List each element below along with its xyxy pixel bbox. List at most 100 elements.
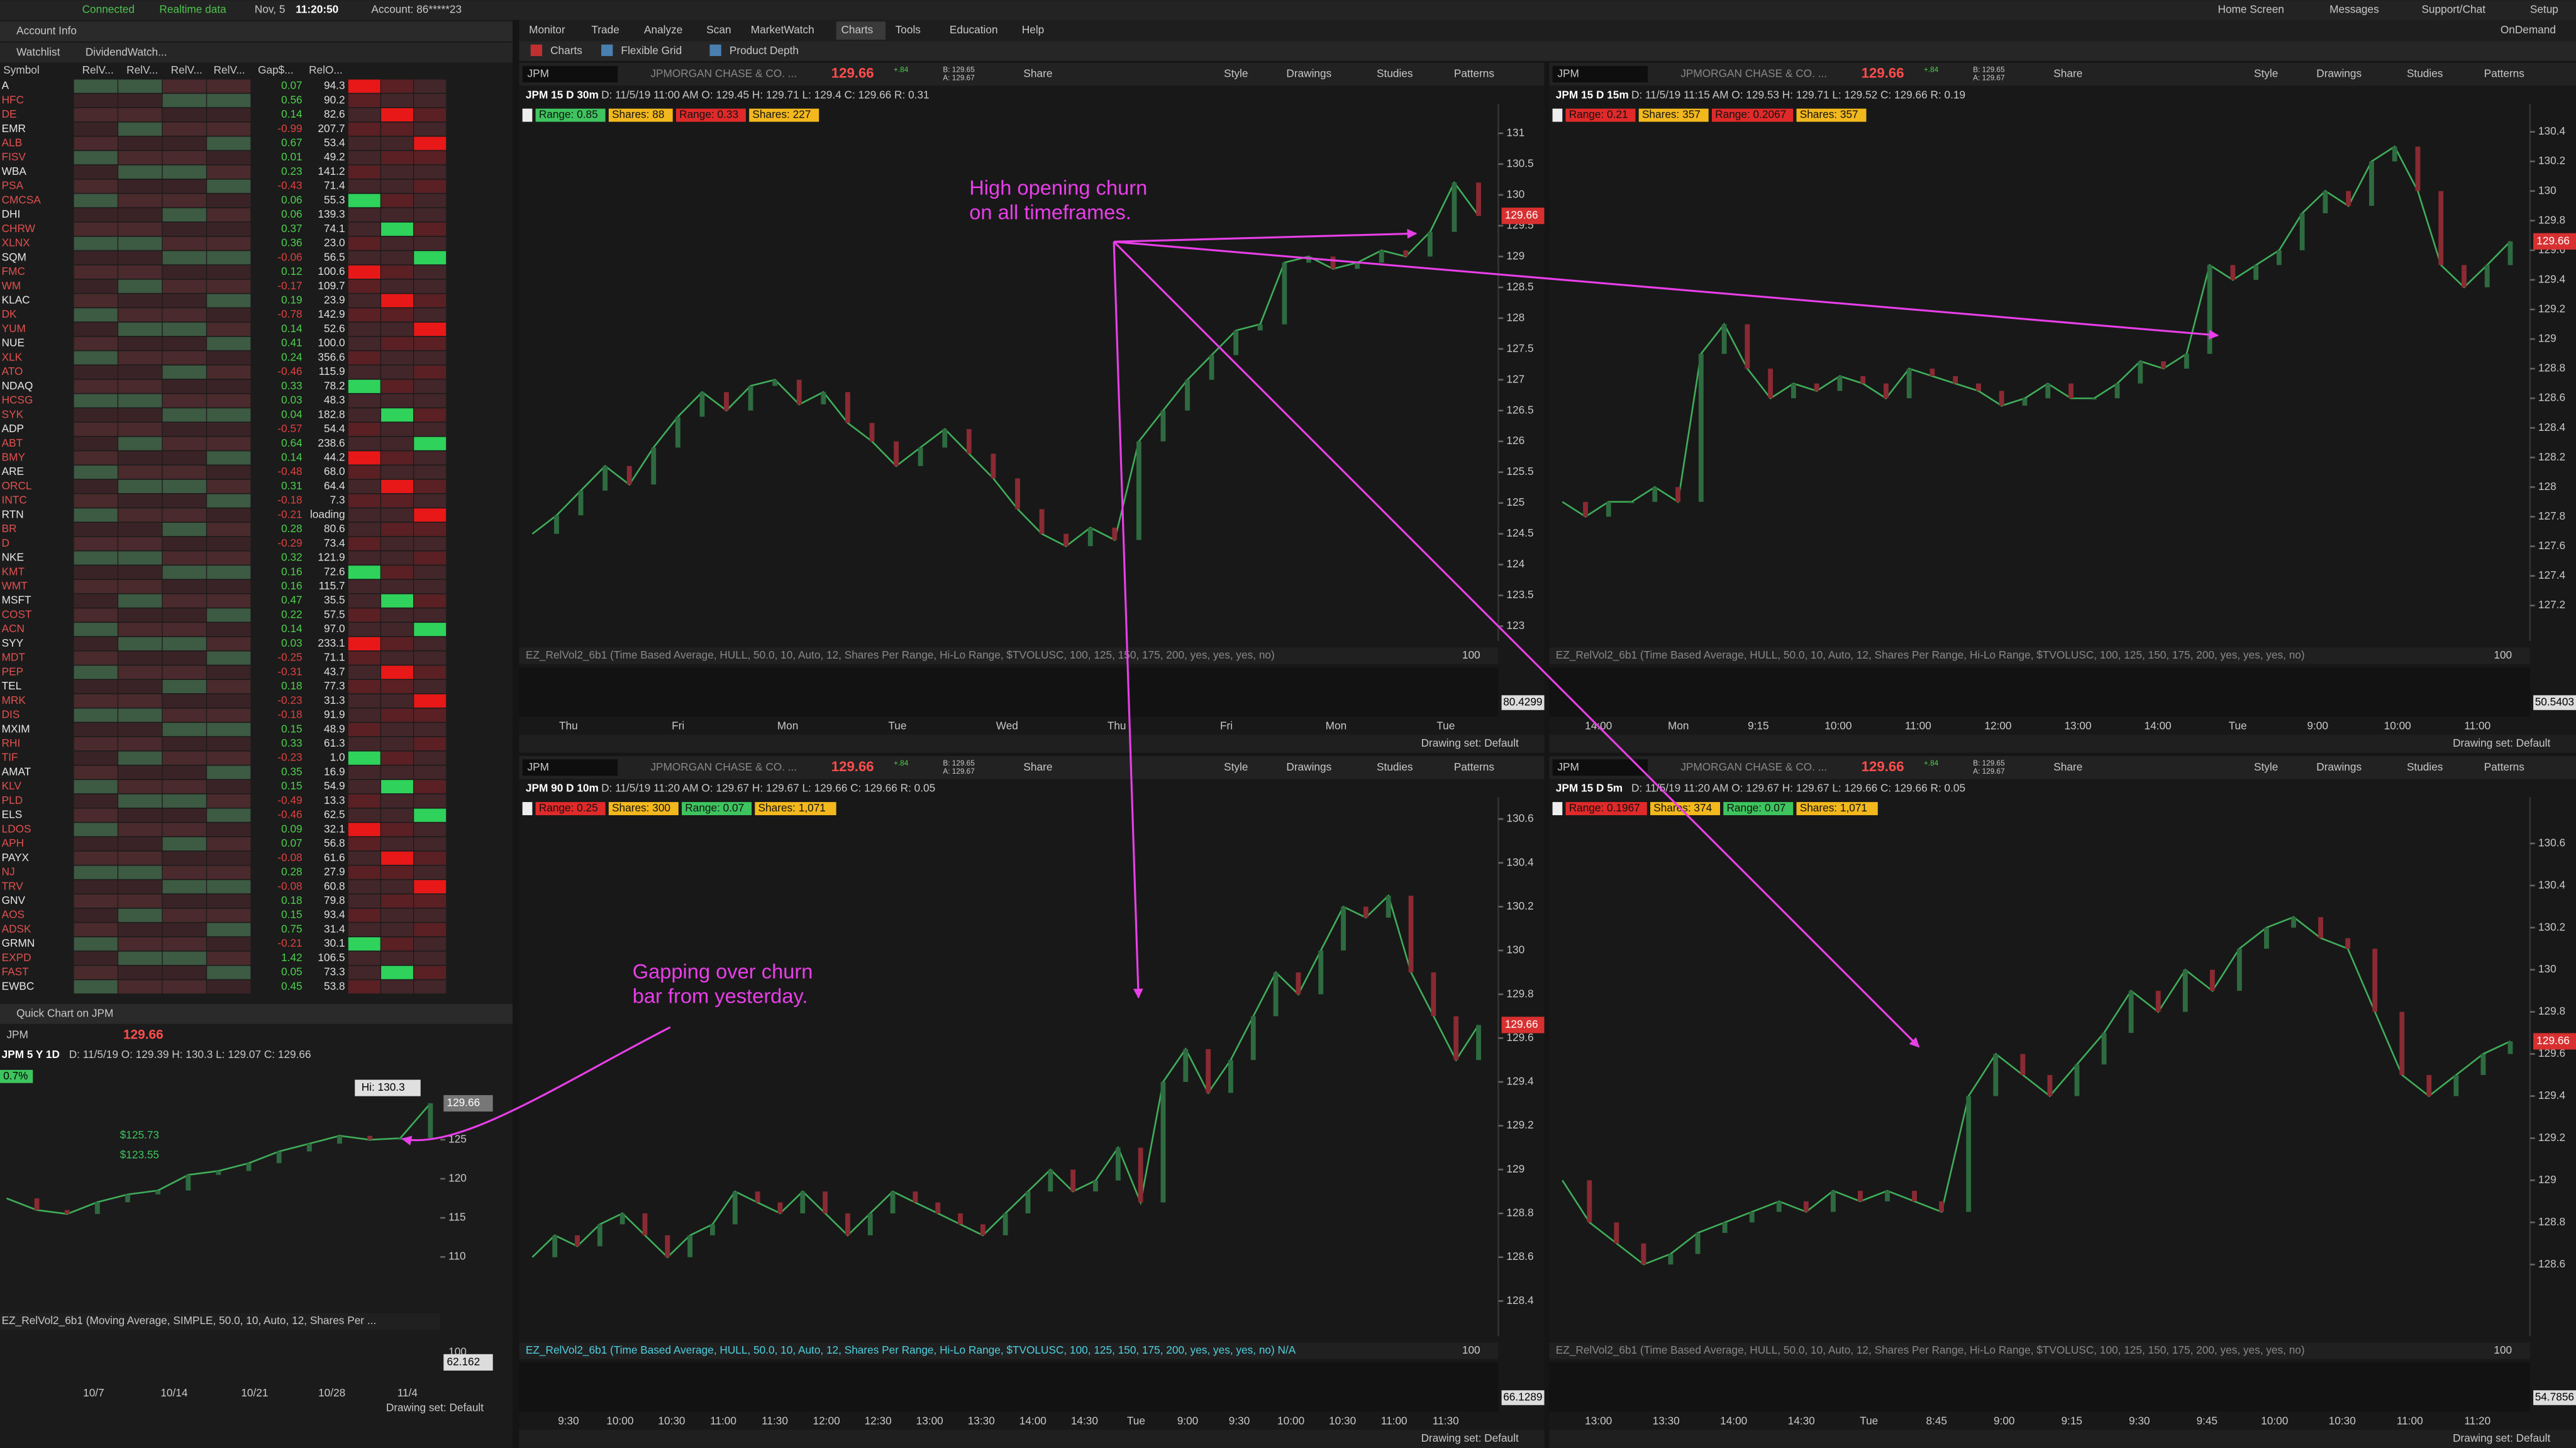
status-link[interactable]: Messages [2329, 3, 2379, 16]
heat-cell [74, 179, 118, 193]
toolbar-button[interactable]: Patterns [2484, 760, 2524, 773]
y-tick-label: 124.5 [1506, 526, 1533, 539]
candle [958, 1213, 963, 1225]
row-relo: 82.6 [324, 108, 345, 120]
candle [397, 1138, 403, 1140]
chart-symbol[interactable]: JPM [528, 760, 549, 773]
ondemand-tab[interactable]: OnDemand [2501, 23, 2556, 36]
x-tick-label: 10:30 [2329, 1414, 2356, 1427]
chart-title: JPM 15 D 5m [1556, 782, 1623, 794]
status-link[interactable]: Support/Chat [2421, 3, 2485, 16]
row-relo: 100.0 [318, 337, 345, 349]
chart-footer [519, 1429, 1545, 1448]
heat-cell [381, 451, 413, 465]
menu-item[interactable]: Education [950, 23, 998, 36]
toolbar-button[interactable]: Drawings [2316, 67, 2362, 79]
menu-item[interactable]: Monitor [529, 23, 565, 36]
heat-cell [207, 951, 251, 965]
tab[interactable]: Flexible Grid [621, 44, 682, 57]
watchlist-name[interactable]: DividendWatch... [86, 45, 167, 58]
heat-cell [74, 508, 118, 522]
row-gap: -0.48 [277, 465, 302, 477]
x-tick-label: 11/4 [397, 1386, 418, 1399]
study-label: EZ_RelVol2_6b1 (Time Based Average, HULL… [1556, 649, 2305, 661]
row-gap: -0.49 [277, 794, 302, 806]
study-value: 50.5403 [2535, 696, 2574, 708]
heat-cell [348, 537, 380, 550]
row-symbol: ARE [2, 465, 24, 477]
toolbar-button[interactable]: Patterns [2484, 67, 2524, 79]
menu-item[interactable]: Analyze [644, 23, 682, 36]
toolbar-button[interactable]: Studies [2407, 760, 2443, 773]
heat-cell [348, 194, 380, 208]
row-gap: 0.56 [281, 93, 303, 106]
y-tick-label: 127 [1506, 372, 1524, 385]
tab[interactable]: Product Depth [730, 44, 799, 57]
status-link[interactable]: Home Screen [2218, 3, 2284, 16]
chart-footer [519, 734, 1545, 753]
chart-symbol[interactable]: JPM [528, 67, 549, 79]
x-tick-label: 11:30 [1433, 1414, 1459, 1427]
toolbar-button[interactable]: Patterns [1454, 760, 1494, 773]
chart-panel [1549, 755, 2576, 1448]
heat-cell [414, 379, 447, 393]
toolbar-button[interactable]: Studies [1377, 67, 1413, 79]
chart-symbol[interactable]: JPM [1557, 67, 1579, 79]
quick-level: $123.55 [120, 1148, 159, 1161]
chart-symbol[interactable]: JPM [1557, 760, 1579, 773]
toolbar-button[interactable]: Style [2254, 760, 2278, 773]
menu-item[interactable]: Charts [841, 23, 873, 36]
menu-item[interactable]: Help [1022, 23, 1044, 36]
y-tick-label: 128.8 [2538, 362, 2565, 374]
tab[interactable]: Charts [550, 44, 582, 57]
heat-cell [381, 308, 413, 322]
heat-cell [414, 479, 447, 493]
toolbar-button[interactable]: Share [2053, 760, 2082, 773]
heat-cell [348, 294, 380, 308]
candle [2415, 147, 2421, 191]
heat-cell [74, 408, 118, 422]
heat-cell [414, 523, 447, 537]
heat-cell [381, 751, 413, 765]
candle [2462, 265, 2467, 287]
toolbar-button[interactable]: Style [2254, 67, 2278, 79]
toolbar-button[interactable]: Drawings [2316, 760, 2362, 773]
menu-item[interactable]: Trade [591, 23, 619, 36]
toolbar-button[interactable]: Share [2053, 67, 2082, 79]
row-gap: 0.28 [281, 866, 303, 878]
toolbar-button[interactable]: Drawings [1286, 67, 1331, 79]
badge-text: Shares: 1,071 [1800, 801, 1867, 814]
heat-cell [74, 94, 118, 108]
menu-item[interactable]: Tools [896, 23, 921, 36]
toolbar-button[interactable]: Studies [2407, 67, 2443, 79]
heat-cell [74, 766, 118, 779]
toolbar-button[interactable]: Share [1023, 760, 1052, 773]
toolbar-button[interactable]: Style [1224, 760, 1248, 773]
candle [1885, 1191, 1890, 1201]
heat-cell [348, 579, 380, 594]
heat-cell [381, 408, 413, 422]
heat-cell [74, 537, 118, 550]
candle [1452, 182, 1457, 232]
heat-cell [74, 651, 118, 665]
price-line [1562, 145, 2511, 518]
symbol-box [1552, 759, 1648, 776]
menu-item[interactable]: Scan [706, 23, 731, 36]
heat-cell [348, 523, 380, 537]
heat-cell [118, 451, 162, 465]
row-symbol: NUE [2, 337, 25, 349]
toolbar-button[interactable]: Drawings [1286, 760, 1331, 773]
x-tick-label: 13:00 [2064, 719, 2091, 732]
toolbar-button[interactable]: Share [1023, 67, 1052, 79]
heat-cell [118, 723, 162, 737]
toolbar-button[interactable]: Style [1224, 67, 1248, 79]
heat-cell [381, 766, 413, 779]
toolbar-button[interactable]: Patterns [1454, 67, 1494, 79]
candle [2230, 265, 2236, 280]
row-gap: -0.06 [277, 250, 302, 263]
status-link[interactable]: Setup [2530, 3, 2558, 16]
menu-item[interactable]: MarketWatch [751, 23, 814, 36]
heat-cell [207, 637, 251, 650]
heat-cell [207, 222, 251, 236]
toolbar-button[interactable]: Studies [1377, 760, 1413, 773]
